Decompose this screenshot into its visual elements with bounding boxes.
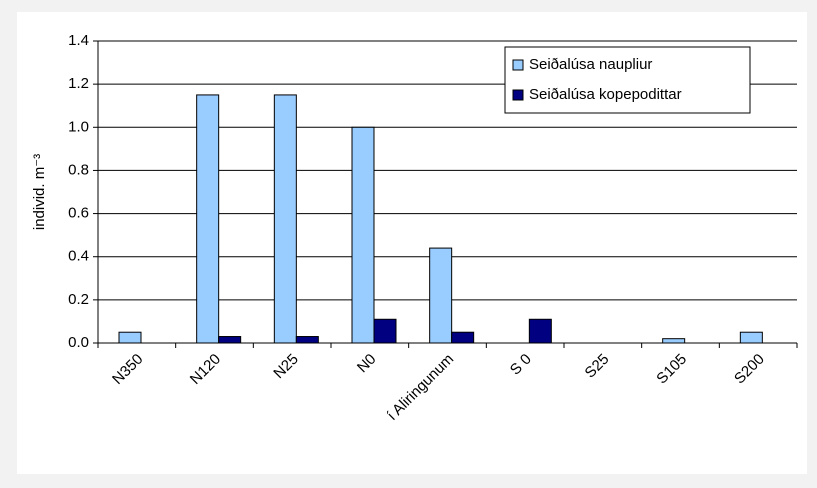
bar xyxy=(273,94,297,344)
bar xyxy=(429,247,453,344)
legend-swatch xyxy=(512,59,524,71)
y-axis-label: individ. m⁻³ xyxy=(31,154,48,230)
bar xyxy=(373,318,397,344)
y-tick-label: 0.6 xyxy=(68,205,89,222)
bar xyxy=(196,94,220,344)
legend-box xyxy=(504,46,751,114)
legend-swatch xyxy=(512,89,524,101)
bar xyxy=(739,331,763,344)
y-tick-label: 0.8 xyxy=(68,161,89,178)
bar xyxy=(118,331,142,344)
y-tick-label: 1.0 xyxy=(68,118,89,135)
bar xyxy=(662,338,686,344)
legend-label: Seiðalúsa naupliur xyxy=(529,56,652,73)
y-tick-label: 0.4 xyxy=(68,248,89,265)
bar xyxy=(451,331,475,344)
bar xyxy=(528,318,552,344)
bar xyxy=(218,336,242,344)
y-tick-label: 0.2 xyxy=(68,291,89,308)
y-tick-label: 1.4 xyxy=(68,32,89,49)
legend-label: Seiðalúsa kopepodittar xyxy=(529,86,682,103)
bar xyxy=(351,126,375,344)
y-tick-label: 1.2 xyxy=(68,75,89,92)
bar xyxy=(295,336,319,344)
y-tick-label: 0.0 xyxy=(68,334,89,351)
